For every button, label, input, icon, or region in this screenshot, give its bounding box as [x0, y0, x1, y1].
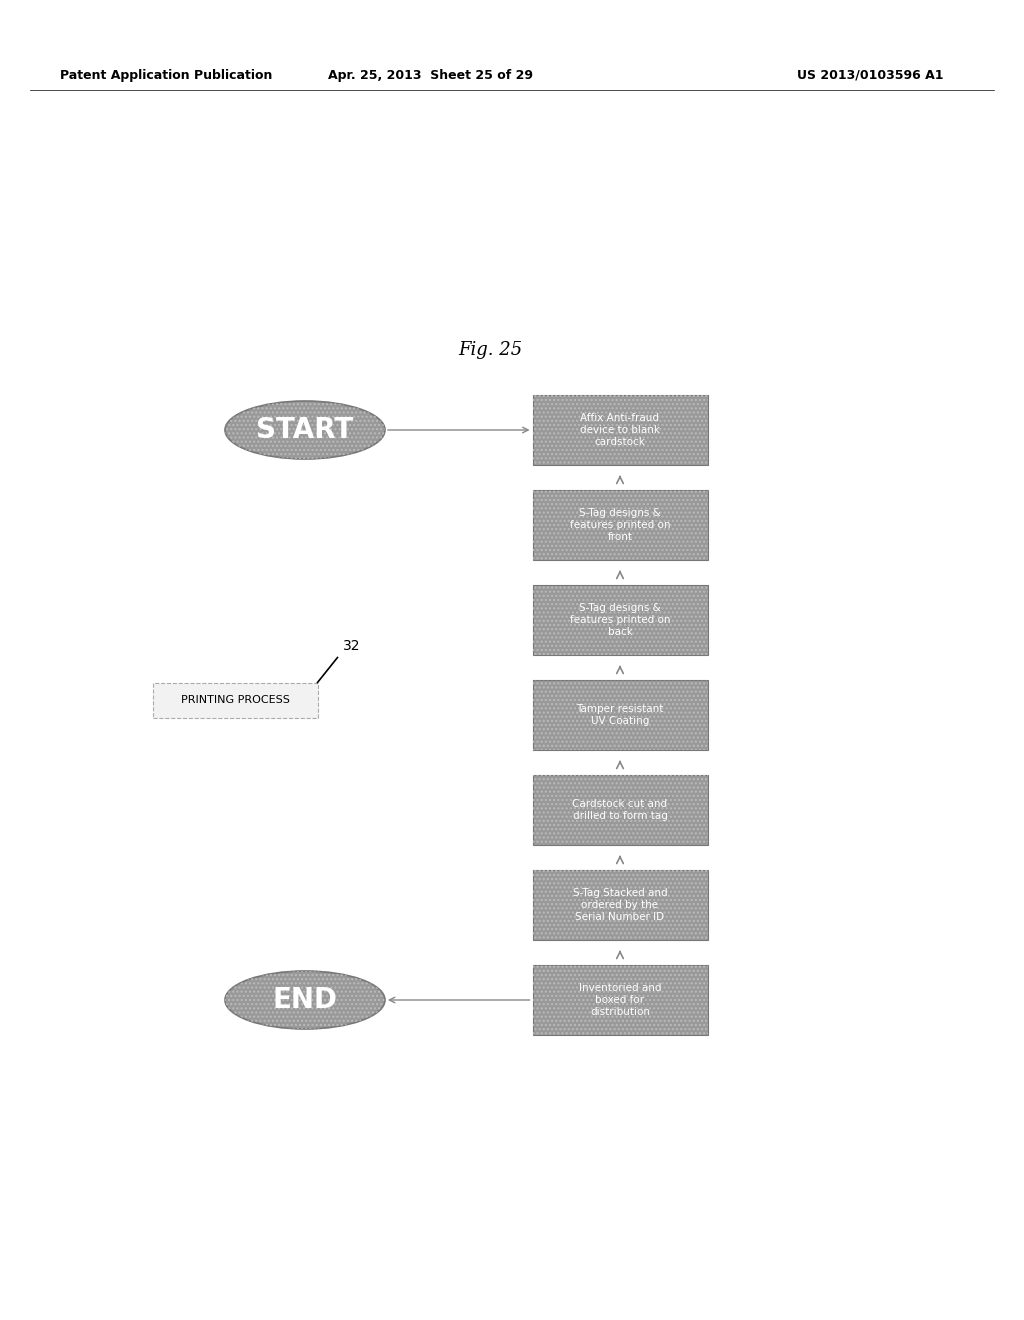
Text: Cardstock cut and
drilled to form tag: Cardstock cut and drilled to form tag: [572, 799, 668, 821]
Bar: [532, 775, 708, 845]
Text: Tamper resistant
UV Coating: Tamper resistant UV Coating: [577, 704, 664, 726]
Text: S-Tag Stacked and
ordered by the
Serial Number ID: S-Tag Stacked and ordered by the Serial …: [572, 888, 668, 921]
Text: Fig. 25: Fig. 25: [458, 341, 522, 359]
Text: S-Tag designs &
features printed on
front: S-Tag designs & features printed on fron…: [569, 508, 671, 541]
Bar: [532, 585, 708, 655]
Bar: [532, 870, 708, 940]
Text: START: START: [256, 416, 353, 444]
Ellipse shape: [225, 401, 385, 459]
Text: PRINTING PROCESS: PRINTING PROCESS: [180, 696, 290, 705]
Bar: [532, 965, 708, 1035]
Bar: [532, 775, 708, 845]
Bar: [153, 682, 317, 718]
Bar: [532, 680, 708, 750]
Bar: [532, 490, 708, 560]
Text: Apr. 25, 2013  Sheet 25 of 29: Apr. 25, 2013 Sheet 25 of 29: [328, 69, 532, 82]
Text: S-Tag designs &
features printed on
back: S-Tag designs & features printed on back: [569, 603, 671, 636]
Bar: [532, 395, 708, 465]
Bar: [532, 680, 708, 750]
Text: Inventoried and
boxed for
distribution: Inventoried and boxed for distribution: [579, 983, 662, 1016]
Text: Patent Application Publication: Patent Application Publication: [60, 69, 272, 82]
Text: US 2013/0103596 A1: US 2013/0103596 A1: [797, 69, 943, 82]
Text: END: END: [272, 986, 338, 1014]
Bar: [532, 585, 708, 655]
Bar: [532, 490, 708, 560]
Text: Affix Anti-fraud
device to blank
cardstock: Affix Anti-fraud device to blank cardsto…: [580, 413, 660, 446]
Text: 32: 32: [342, 639, 360, 652]
Bar: [532, 965, 708, 1035]
Ellipse shape: [225, 972, 385, 1030]
Bar: [532, 870, 708, 940]
Bar: [532, 395, 708, 465]
